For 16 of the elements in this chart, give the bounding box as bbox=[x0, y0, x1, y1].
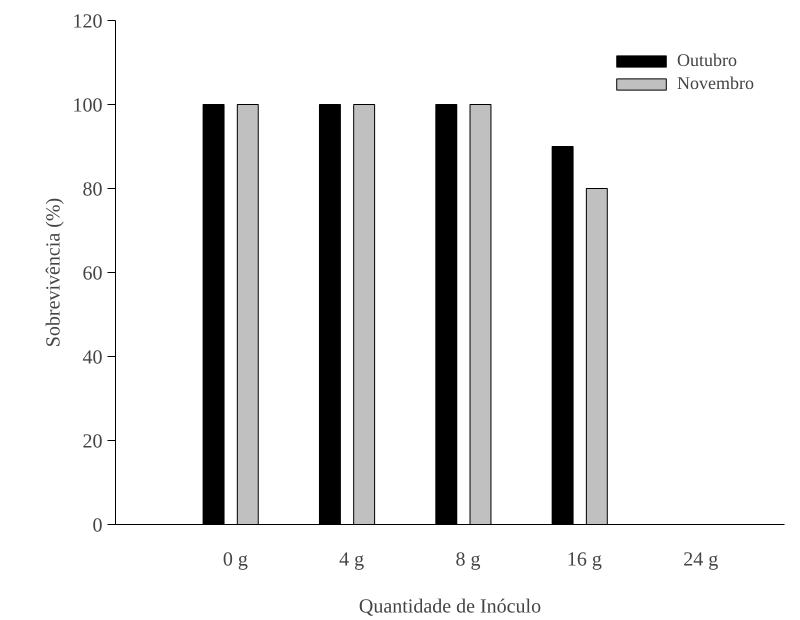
y-tick-label: 120 bbox=[72, 10, 102, 32]
y-tick-label: 100 bbox=[72, 94, 102, 116]
legend-label: Novembro bbox=[677, 73, 754, 94]
x-axis-title: Quantidade de Inóculo bbox=[358, 596, 542, 618]
y-tick-label: 20 bbox=[82, 430, 102, 452]
y-tick-label: 60 bbox=[82, 262, 102, 284]
x-tick-label: 24 g bbox=[683, 548, 718, 570]
x-tick-label: 4 g bbox=[339, 548, 364, 570]
y-tick-label: 80 bbox=[82, 178, 102, 200]
y-tick-label: 40 bbox=[82, 346, 102, 368]
y-tick-label: 0 bbox=[92, 514, 102, 536]
x-tick-label: 8 g bbox=[456, 548, 481, 570]
x-tick-label: 0 g bbox=[222, 548, 248, 570]
y-axis-title: Sobrevivência (%) bbox=[42, 198, 64, 348]
x-tick-label: 16 g bbox=[566, 548, 602, 570]
legend-label: Outubro bbox=[677, 50, 738, 71]
